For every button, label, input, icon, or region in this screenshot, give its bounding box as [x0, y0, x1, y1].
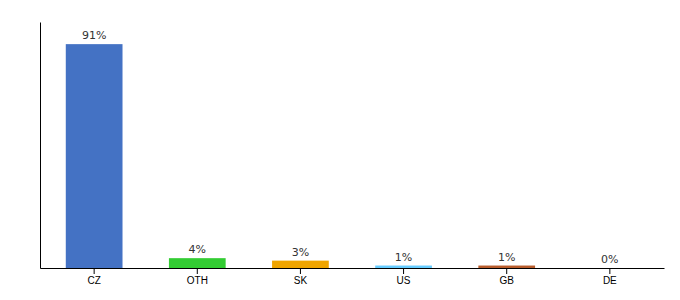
bar: [66, 44, 123, 268]
x-tick-label: SK: [294, 275, 308, 286]
x-tick: US: [397, 268, 411, 286]
x-tick-mark: [94, 268, 95, 274]
x-tick-mark: [197, 268, 198, 274]
x-tick-mark: [506, 268, 507, 274]
bars: [66, 44, 535, 268]
x-tick: DE: [603, 268, 617, 286]
x-axis: CZ OTH SK US GB DE: [41, 268, 665, 286]
x-axis-line: [41, 268, 665, 269]
y-axis: [40, 23, 41, 269]
data-label: 91%: [82, 29, 106, 42]
y-axis-line: [40, 23, 41, 269]
x-tick-label: DE: [603, 275, 617, 286]
bar: [169, 258, 226, 268]
x-tick-mark: [609, 268, 610, 274]
data-label: 1%: [498, 251, 515, 264]
x-tick-label: US: [397, 275, 411, 286]
bar: [581, 268, 638, 269]
x-tick-label: GB: [499, 275, 514, 286]
bar: [478, 266, 535, 268]
data-label: 1%: [395, 251, 412, 264]
x-tick-label: OTH: [187, 275, 208, 286]
data-labels: 91% 4% 3% 1% 1% 0%: [82, 29, 619, 266]
x-tick: SK: [294, 268, 308, 286]
data-label: 0%: [601, 253, 618, 266]
bar: [272, 261, 329, 268]
data-label: 4%: [189, 243, 206, 256]
data-label: 3%: [292, 246, 309, 259]
x-tick-label: CZ: [87, 275, 100, 286]
x-tick-mark: [300, 268, 301, 274]
plot: CZ OTH SK US GB DE 91% 4% 3% 1% 1% 0%: [41, 23, 665, 287]
x-tick: OTH: [187, 268, 208, 286]
x-tick-mark: [403, 268, 404, 274]
bar: [375, 266, 432, 268]
x-tick: GB: [499, 268, 514, 286]
chart: CZ OTH SK US GB DE 91% 4% 3% 1% 1% 0%: [0, 0, 680, 300]
x-tick: CZ: [87, 268, 100, 286]
